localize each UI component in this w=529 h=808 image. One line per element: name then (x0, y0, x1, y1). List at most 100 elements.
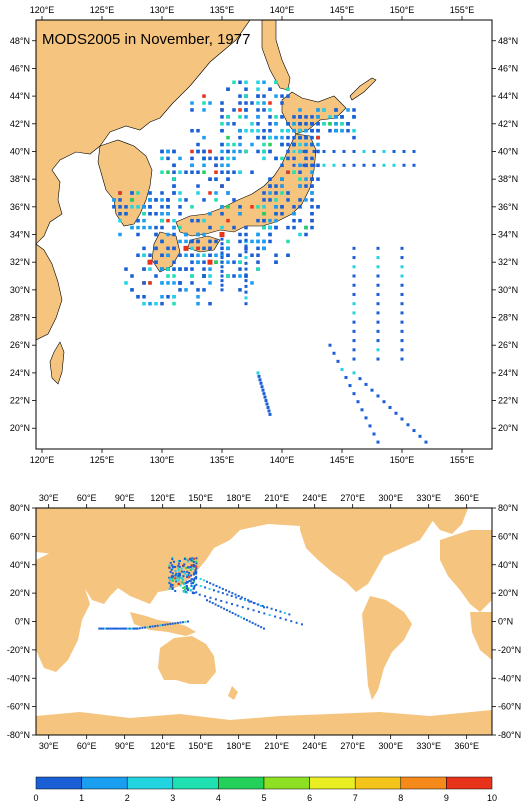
observation-cell (262, 149, 266, 154)
observation-cell (183, 245, 189, 251)
observation-cell (208, 246, 212, 251)
observation-cell (172, 246, 176, 251)
observation-cell (146, 626, 149, 629)
observation-cell (340, 367, 344, 371)
observation-cell (376, 283, 380, 287)
observation-cell (160, 156, 164, 161)
x-tick-label-top: 125°E (90, 5, 115, 15)
observation-cell (160, 295, 164, 299)
observation-cell (268, 177, 272, 181)
colorbar: 0 1 2 3 4 5 6 7 8 9 10 (33, 776, 497, 803)
observation-cell (274, 94, 278, 98)
observation-cell (196, 288, 200, 292)
observation-cell (102, 627, 105, 630)
observation-cell (286, 225, 290, 230)
observation-cell (130, 198, 134, 202)
observation-cell (274, 198, 278, 202)
observation-cell (166, 156, 170, 161)
observation-cell (196, 295, 200, 299)
observation-cell (256, 232, 260, 237)
observation-cell (232, 198, 236, 202)
observation-cell (274, 135, 278, 140)
observation-cell (298, 108, 302, 112)
observation-cell (274, 260, 278, 264)
observation-cell (304, 225, 308, 230)
colorbar-label: 7 (353, 793, 358, 803)
y-tick-label-right: -80°N (498, 730, 521, 740)
colorbar-label: 4 (216, 793, 221, 803)
observation-cell (340, 128, 344, 133)
observation-cell (130, 288, 134, 292)
observation-cell (252, 602, 255, 605)
observation-cell (226, 593, 229, 596)
observation-cell (254, 623, 257, 626)
observation-cell (172, 267, 176, 271)
observation-cell (220, 599, 223, 602)
observation-cell (400, 292, 404, 296)
observation-cell (280, 177, 284, 181)
observation-cell (292, 128, 296, 133)
observation-cell (180, 581, 183, 584)
land-indonesia (130, 612, 196, 636)
observation-cell (304, 163, 308, 168)
observation-cell (154, 301, 158, 306)
y-tick-label-right: 20°N (498, 588, 518, 598)
y-tick-label-left: -20°N (7, 645, 30, 655)
observation-cell (214, 156, 218, 161)
observation-cell (179, 576, 182, 579)
observation-cell (376, 302, 380, 306)
y-tick-label-right: 40°N (498, 560, 518, 570)
observation-cell (208, 225, 212, 230)
y-tick-label-left: 30°N (10, 285, 30, 295)
observation-cell (208, 274, 212, 278)
y-tick-label-right: 30°N (498, 285, 518, 295)
y-tick-label-right: 34°N (498, 230, 518, 240)
observation-cell (238, 128, 242, 133)
observation-cell (183, 557, 186, 560)
observation-cell (172, 575, 175, 578)
observation-cell (178, 198, 182, 202)
observation-cell (177, 564, 180, 567)
observation-cell (190, 584, 193, 587)
observation-cell (178, 205, 182, 209)
observation-cell (304, 115, 308, 119)
observation-cell (160, 239, 164, 244)
observation-cell (238, 211, 242, 216)
observation-cell (226, 142, 230, 147)
y-tick-label-left: 46°N (10, 63, 30, 73)
observation-cell (142, 281, 146, 285)
y-tick-label-left: -80°N (7, 730, 30, 740)
y-tick-label-right: 26°N (498, 340, 518, 350)
y-tick-label-right: 48°N (498, 36, 518, 46)
observation-cell (142, 225, 146, 230)
observation-cell (130, 191, 134, 195)
observation-cell (142, 246, 146, 251)
observation-cell (169, 561, 172, 564)
observation-cell (202, 101, 206, 105)
observation-cell (160, 198, 164, 202)
observation-cell (232, 260, 236, 264)
observation-cell (220, 246, 224, 250)
observation-cell (214, 253, 218, 258)
land-europe-africa-east (440, 530, 492, 612)
observation-cell (190, 149, 194, 154)
observation-cell (220, 242, 224, 246)
y-tick-label-left: 32°N (10, 257, 30, 267)
observation-cell (190, 574, 193, 577)
observation-cell (275, 609, 278, 612)
observation-cell (149, 625, 151, 628)
observation-cell (382, 163, 386, 167)
observation-cell (262, 392, 266, 396)
observation-cell (172, 225, 176, 230)
observation-cell (193, 584, 196, 587)
observation-cell (256, 205, 260, 209)
y-tick-label-right: 22°N (498, 396, 518, 406)
observation-cell (356, 400, 360, 404)
observation-cell (238, 288, 242, 292)
observation-cell (226, 156, 230, 161)
observation-cell (231, 611, 234, 614)
observation-cell (196, 253, 200, 258)
observation-cell (178, 281, 182, 285)
x-tick-label-bottom: 30°E (39, 741, 59, 751)
observation-cell (376, 274, 380, 278)
